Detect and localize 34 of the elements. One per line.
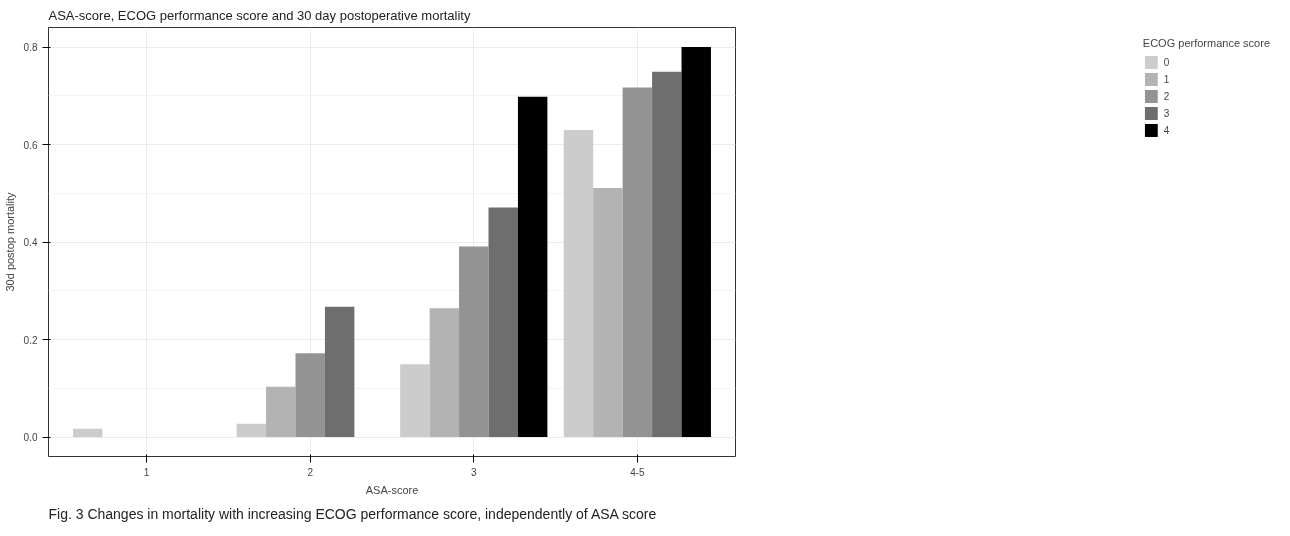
legend-label: 4 bbox=[1163, 123, 1171, 137]
bar bbox=[459, 246, 489, 437]
legend-label: 3 bbox=[1163, 106, 1171, 120]
y-tick-label: 0.4 bbox=[23, 237, 38, 248]
y-tick-label: 0.0 bbox=[23, 432, 38, 443]
x-axis-title: ASA-score bbox=[365, 483, 419, 496]
x-tick-label: 3 bbox=[471, 466, 477, 478]
legend-title: ECOG performance score bbox=[1142, 37, 1270, 49]
x-tick-label: 4-5 bbox=[630, 466, 646, 478]
y-tick-label: 0.8 bbox=[23, 42, 38, 53]
bar bbox=[73, 428, 103, 437]
legend-label: 2 bbox=[1163, 89, 1171, 103]
bar bbox=[622, 87, 653, 437]
bar bbox=[593, 187, 623, 437]
bar bbox=[517, 96, 548, 437]
caption: Fig. 3 Changes in mortality with increasing ECOG performance score, independently of ASA score bbox=[48, 505, 657, 522]
bar bbox=[266, 386, 296, 437]
y-axis-title: 30d postop mortality bbox=[3, 191, 16, 292]
bar bbox=[429, 308, 460, 437]
bar bbox=[652, 71, 682, 437]
bar bbox=[236, 423, 267, 437]
x-tick-label: 2 bbox=[307, 466, 314, 478]
bar bbox=[488, 207, 518, 437]
y-tick-label: 0.2 bbox=[23, 334, 38, 346]
legend-label: 0 bbox=[1163, 55, 1171, 69]
bar bbox=[324, 306, 355, 437]
bar bbox=[295, 353, 325, 437]
bar bbox=[400, 364, 430, 437]
legend-label: 1 bbox=[1163, 72, 1171, 86]
chart-title: ASA-score, ECOG performance score and 30 day postoperative mortality bbox=[48, 7, 471, 23]
y-tick-label: 0.6 bbox=[23, 139, 38, 151]
bar bbox=[681, 47, 711, 437]
x-tick-label: 1 bbox=[143, 466, 150, 478]
bar bbox=[563, 129, 594, 437]
